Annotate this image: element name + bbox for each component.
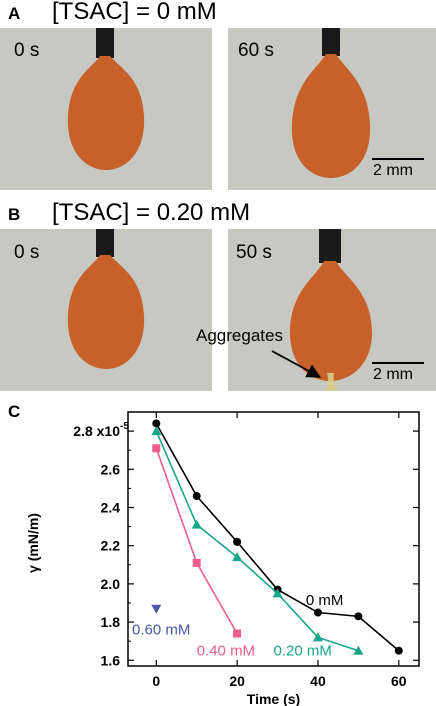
x-tick-label: 0 — [152, 673, 160, 689]
panel-a-scale-label: 2 mm — [373, 162, 413, 179]
data-point — [151, 604, 162, 614]
panel-a-right-time: 60 s — [238, 40, 274, 61]
aggregates-streak — [325, 373, 338, 391]
series-label: 0 mM — [306, 592, 344, 609]
panel-a-left-droplet — [67, 28, 145, 170]
x-tick-label: 60 — [391, 673, 407, 689]
panel-a-title: [TSAC] = 0 mM — [52, 0, 217, 25]
data-point — [151, 426, 162, 436]
data-point — [152, 419, 161, 428]
y-tick-label: 2.6 — [101, 461, 121, 477]
y-axis-label: γ (mN/m) — [25, 513, 41, 573]
panel-b-title: [TSAC] = 0.20 mM — [52, 199, 251, 226]
series-label: 0.40 mM — [197, 642, 255, 659]
series-label: 0.60 mM — [132, 621, 190, 638]
y-tick-label: 2.4 — [101, 499, 121, 515]
y-tick-label: 1.6 — [101, 652, 121, 668]
data-point — [394, 646, 403, 655]
panel-a-scale-bar — [372, 158, 424, 160]
x-axis-label: Time (s) — [247, 691, 300, 706]
y-tick-label: 2.2 — [101, 538, 121, 554]
series-line — [155, 430, 359, 652]
panel-a-letter: A — [8, 4, 21, 23]
series-line — [155, 448, 238, 634]
y-tick-label: 2.8 x10 — [73, 423, 120, 439]
aggregates-label: Aggregates — [196, 326, 283, 345]
y-tick-exponent: -5 — [120, 421, 129, 432]
x-tick-label: 20 — [229, 673, 245, 689]
data-point — [232, 552, 243, 562]
plot-frame — [127, 411, 420, 667]
data-point — [152, 444, 161, 453]
data-point — [192, 492, 201, 501]
data-point — [313, 608, 322, 617]
data-point — [233, 629, 242, 638]
series-label: 0.20 mM — [274, 642, 332, 659]
panel-a-left-time: 0 s — [14, 40, 40, 61]
data-point — [233, 537, 242, 546]
panel-b-left-droplet — [67, 229, 145, 369]
series-line — [155, 423, 400, 652]
panel-b-left-photo — [0, 229, 212, 391]
data-point — [192, 558, 201, 567]
panel-b-right-time: 50 s — [236, 242, 272, 263]
panel-b-scale-bar — [372, 362, 424, 364]
panel-c-letter: C — [8, 402, 21, 421]
panel-a-right-droplet — [291, 28, 371, 178]
data-point — [272, 588, 283, 598]
data-point — [354, 612, 363, 621]
panel-b-letter: B — [8, 205, 21, 224]
y-tick-label: 2.0 — [101, 576, 121, 592]
x-tick-label: 40 — [310, 673, 326, 689]
data-point — [353, 645, 364, 655]
panel-b-scale-label: 2 mm — [373, 366, 413, 383]
panel-a-left-photo — [0, 28, 212, 190]
data-point — [191, 519, 202, 529]
panel-a-right-photo — [228, 28, 436, 190]
data-point — [312, 632, 323, 642]
y-tick-label: 1.8 — [101, 614, 121, 630]
chart-surface-tension: 0 20 40 60 1.6 1.8 2.0 2.2 2.4 2.6 2.8 x10 -5 Time (… — [25, 411, 420, 706]
panel-b-left-time: 0 s — [14, 242, 40, 263]
